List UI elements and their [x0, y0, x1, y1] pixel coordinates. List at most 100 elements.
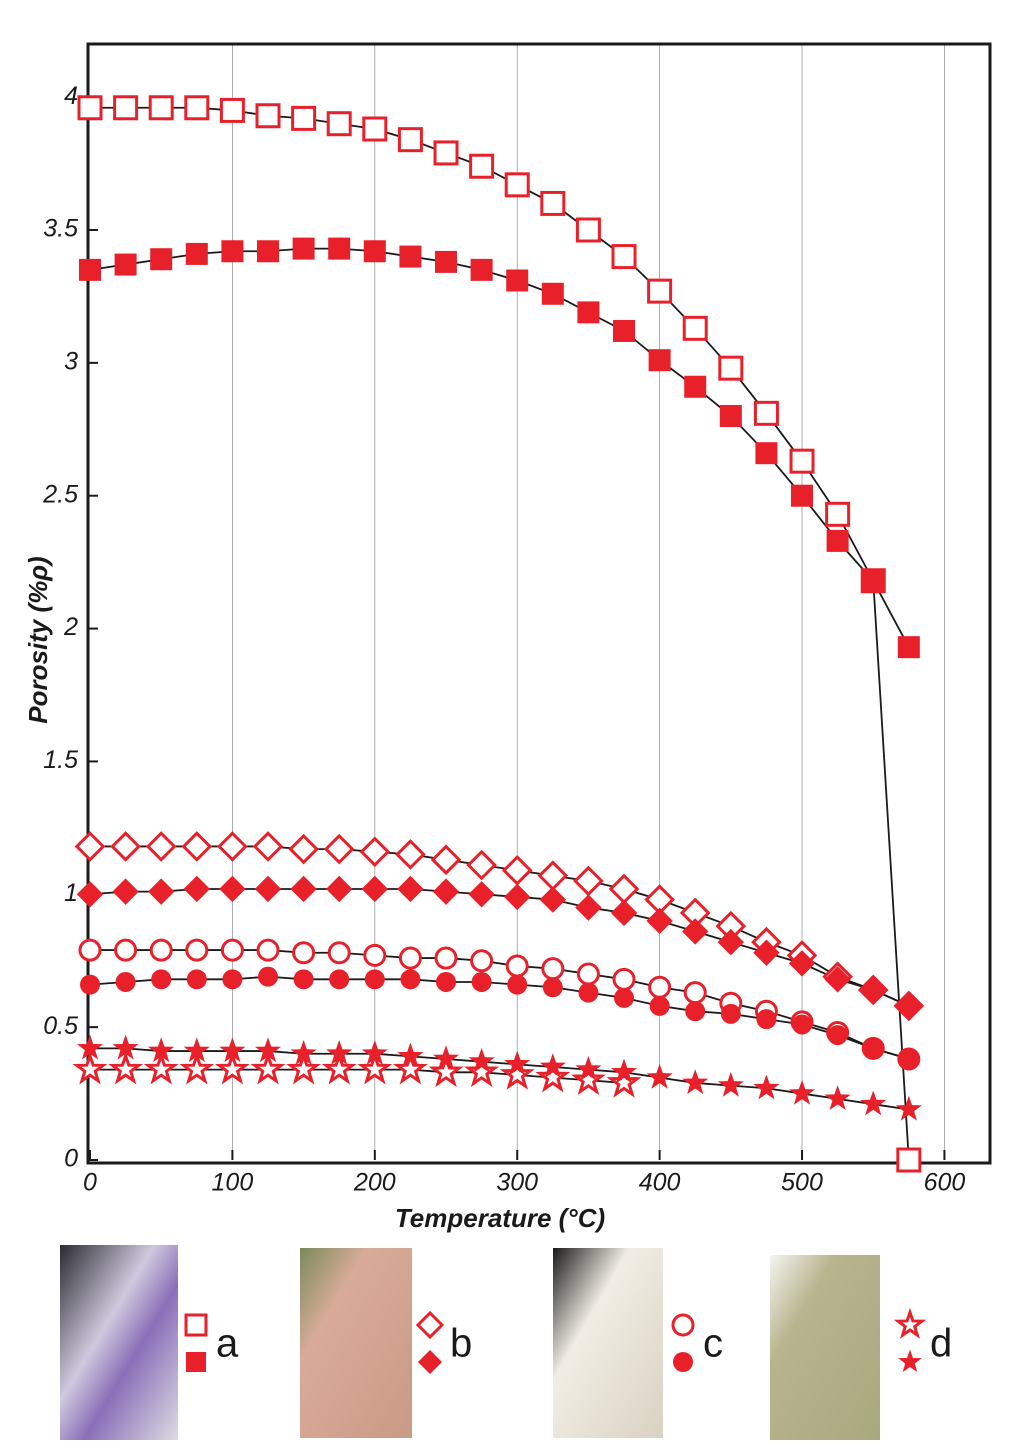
- marker: [682, 1069, 709, 1095]
- marker: [77, 95, 103, 121]
- marker: [290, 1039, 317, 1065]
- marker: [649, 995, 670, 1016]
- marker: [148, 1037, 175, 1063]
- marker: [753, 1074, 780, 1100]
- marker: [684, 375, 707, 398]
- marker: [860, 976, 887, 1004]
- marker: [789, 448, 815, 474]
- marker: [149, 938, 173, 962]
- marker: [148, 878, 175, 905]
- y-tick-label: 4: [64, 82, 78, 110]
- marker: [470, 949, 494, 973]
- marker: [398, 946, 422, 970]
- marker: [359, 836, 391, 868]
- mineral-photo: [60, 1245, 178, 1440]
- marker: [827, 1025, 848, 1046]
- marker: [76, 1034, 104, 1060]
- marker: [328, 237, 351, 260]
- marker: [415, 1310, 445, 1340]
- x-tick-label: 500: [781, 1169, 823, 1197]
- marker: [469, 153, 495, 179]
- x-tick-label: 200: [353, 1169, 396, 1197]
- marker: [80, 974, 100, 995]
- marker: [606, 1064, 642, 1098]
- marker: [185, 938, 209, 962]
- marker: [220, 938, 244, 962]
- series-line: [90, 1047, 909, 1111]
- marker: [256, 938, 280, 962]
- marker: [397, 875, 424, 903]
- marker: [399, 245, 422, 268]
- marker: [671, 1313, 695, 1337]
- marker: [501, 855, 533, 886]
- marker: [539, 1053, 566, 1079]
- marker: [395, 839, 426, 870]
- marker: [257, 240, 280, 263]
- marker: [183, 875, 211, 903]
- y-tick-label: 3.5: [43, 215, 78, 243]
- marker: [288, 833, 319, 865]
- marker: [825, 501, 851, 527]
- marker: [683, 981, 707, 1005]
- marker: [755, 442, 778, 465]
- marker: [717, 1071, 744, 1097]
- marker: [537, 860, 569, 892]
- marker: [540, 190, 566, 216]
- marker: [860, 1090, 887, 1116]
- series-line: [90, 949, 910, 1060]
- y-tick-label: 0: [64, 1145, 78, 1173]
- marker: [292, 941, 316, 965]
- marker: [753, 400, 779, 426]
- mineral-photo: [553, 1248, 663, 1438]
- marker: [326, 875, 353, 903]
- marker: [570, 1061, 606, 1096]
- marker: [428, 1053, 464, 1088]
- marker: [74, 831, 106, 862]
- marker: [115, 971, 136, 992]
- marker: [717, 928, 745, 956]
- marker: [326, 111, 352, 137]
- marker: [504, 1050, 531, 1076]
- marker: [397, 1042, 424, 1068]
- marker: [430, 844, 462, 876]
- marker: [791, 484, 814, 507]
- marker: [610, 1058, 638, 1084]
- marker: [186, 969, 207, 990]
- marker: [150, 248, 173, 271]
- marker: [539, 886, 567, 913]
- marker: [535, 1059, 571, 1093]
- marker: [893, 1307, 927, 1339]
- marker: [471, 971, 492, 992]
- marker: [327, 941, 351, 965]
- marker: [217, 831, 248, 862]
- marker: [255, 103, 281, 129]
- marker: [575, 894, 602, 921]
- marker: [76, 881, 104, 908]
- marker: [250, 1051, 286, 1085]
- marker: [400, 969, 421, 990]
- marker: [148, 95, 174, 121]
- marker: [186, 1352, 206, 1372]
- marker: [113, 95, 139, 121]
- y-tick-label: 2: [63, 613, 78, 641]
- marker: [432, 1045, 460, 1071]
- marker: [434, 946, 458, 970]
- marker: [613, 319, 636, 342]
- marker: [464, 1053, 500, 1088]
- marker: [577, 301, 600, 324]
- marker: [219, 875, 246, 903]
- marker: [112, 1034, 139, 1060]
- marker: [397, 127, 423, 153]
- marker: [151, 969, 172, 990]
- marker: [114, 938, 138, 962]
- legend-label: b: [450, 1322, 472, 1366]
- y-tick-label: 1.5: [43, 746, 78, 774]
- mineral-photo: [770, 1255, 880, 1440]
- marker: [647, 278, 673, 304]
- marker: [720, 1003, 741, 1024]
- marker: [468, 1047, 495, 1073]
- series-line: [90, 845, 910, 1007]
- marker: [291, 105, 317, 131]
- x-tick-label: 300: [496, 1169, 538, 1197]
